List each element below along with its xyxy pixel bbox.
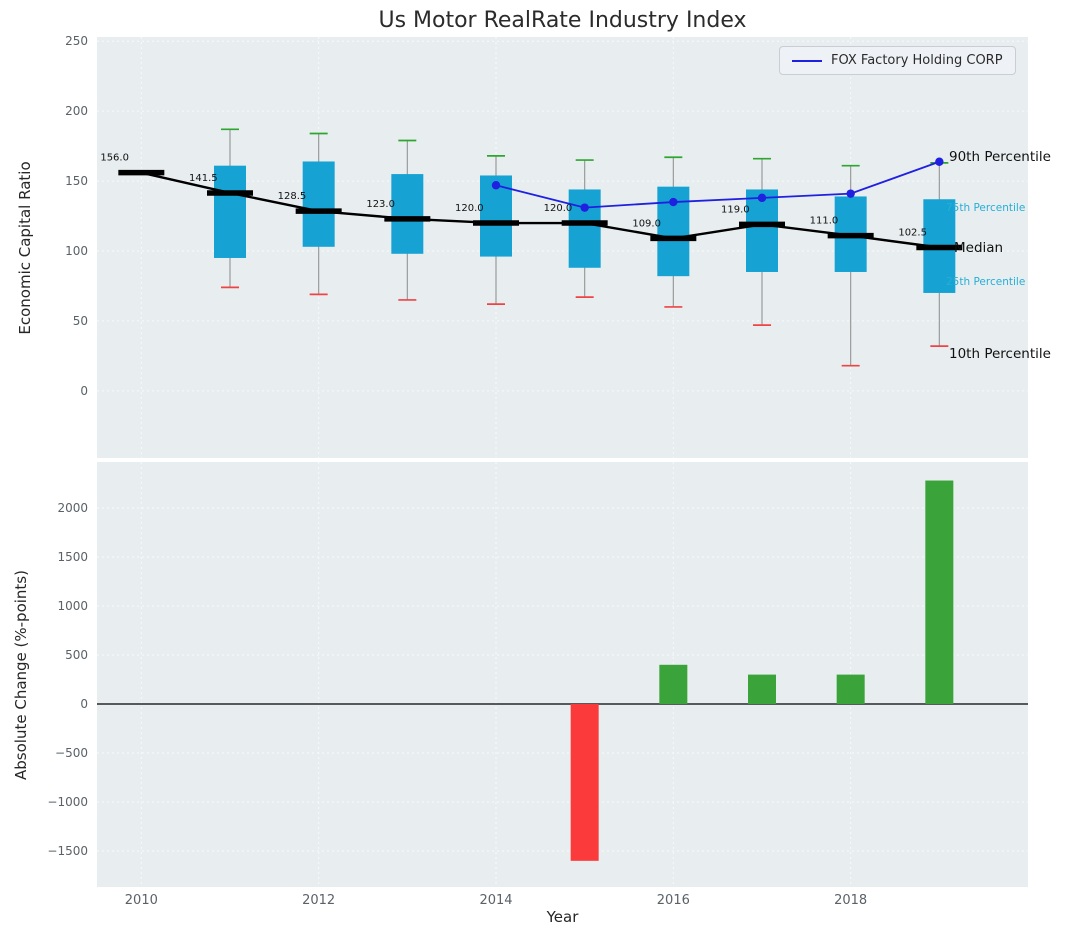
median-value-label: 123.0 bbox=[366, 199, 395, 210]
bottom-y-axis-label: Absolute Change (%-points) bbox=[12, 570, 30, 780]
median-value-label: 120.0 bbox=[455, 203, 484, 214]
fox-series-point bbox=[757, 193, 767, 203]
x-axis-label: Year bbox=[546, 908, 579, 926]
iqr-box bbox=[391, 174, 424, 254]
fox-series-point bbox=[935, 157, 944, 166]
median-value-label: 120.0 bbox=[544, 203, 573, 214]
median-value-label: 141.5 bbox=[189, 173, 218, 184]
iqr-box bbox=[746, 189, 778, 272]
median-value-label: 156.0 bbox=[100, 153, 129, 164]
chart-title: Us Motor RealRate Industry Index bbox=[378, 8, 747, 33]
annotation-median: Median bbox=[954, 240, 1004, 256]
annotation-75th-percentile: 75th Percentile bbox=[946, 202, 1026, 214]
median-value-label: 111.0 bbox=[810, 216, 839, 227]
change-bar bbox=[925, 480, 954, 705]
x-tick-label: 2018 bbox=[834, 893, 867, 908]
iqr-box bbox=[568, 189, 601, 268]
median-line bbox=[141, 171, 940, 249]
fox-series-line bbox=[495, 160, 940, 209]
legend-label: FOX Factory Holding CORP bbox=[831, 53, 1003, 68]
median-value-label: 109.0 bbox=[632, 218, 661, 229]
change-bar bbox=[659, 664, 688, 705]
y-tick-label: 200 bbox=[65, 104, 88, 118]
legend: FOX Factory Holding CORP bbox=[779, 46, 1016, 75]
median-value-label: 128.5 bbox=[278, 191, 307, 202]
fox-series-point bbox=[846, 189, 855, 198]
y-tick-label: 250 bbox=[65, 34, 88, 48]
iqr-box bbox=[302, 161, 335, 247]
y-tick-label: 2000 bbox=[57, 501, 88, 515]
annotation-90th-percentile: 90th Percentile bbox=[949, 149, 1051, 165]
iqr-box bbox=[214, 165, 246, 258]
fox-line-sample bbox=[792, 59, 822, 62]
y-tick-label: 0 bbox=[80, 697, 88, 711]
y-tick-label: 100 bbox=[65, 244, 88, 258]
median-value-label: 119.0 bbox=[721, 204, 750, 215]
y-tick-label: 150 bbox=[65, 174, 88, 188]
y-tick-label: −1000 bbox=[47, 795, 88, 809]
y-tick-label: 1500 bbox=[57, 550, 88, 564]
y-tick-label: 50 bbox=[73, 314, 88, 328]
change-bar bbox=[748, 674, 776, 705]
top-plot-area bbox=[97, 37, 1028, 458]
fox-series-point bbox=[580, 203, 589, 212]
y-tick-label: 500 bbox=[65, 648, 88, 662]
x-tick-label: 2014 bbox=[479, 893, 512, 908]
x-tick-label: 2012 bbox=[302, 893, 335, 908]
annotation-10th-percentile: 10th Percentile bbox=[949, 346, 1051, 362]
fox-series-point bbox=[669, 197, 678, 207]
bottom-plot-area bbox=[97, 462, 1028, 887]
x-tick-label: 2016 bbox=[657, 893, 690, 908]
annotation-25th-percentile: 25th Percentile bbox=[946, 276, 1026, 288]
top-y-axis-label: Economic Capital Ratio bbox=[16, 161, 34, 335]
change-bar bbox=[836, 674, 865, 705]
bottom-chart-bars: −1500 −1000 −500 0 500 1000 1500 2000 2010 2012 20… bbox=[47, 462, 1028, 908]
y-tick-label: 0 bbox=[80, 384, 88, 398]
y-tick-label: 1000 bbox=[57, 599, 88, 613]
top-chart-boxplot: 0 50 100 150 200 250 156.0 141.5 128.5 123.0 120.0… bbox=[65, 34, 1028, 458]
change-bar bbox=[570, 704, 599, 861]
median-value-label: 102.5 bbox=[898, 228, 927, 239]
y-tick-label: −1500 bbox=[47, 844, 88, 858]
fox-series-point bbox=[491, 181, 501, 190]
x-tick-label: 2010 bbox=[125, 893, 158, 908]
y-tick-label: −500 bbox=[55, 746, 88, 760]
